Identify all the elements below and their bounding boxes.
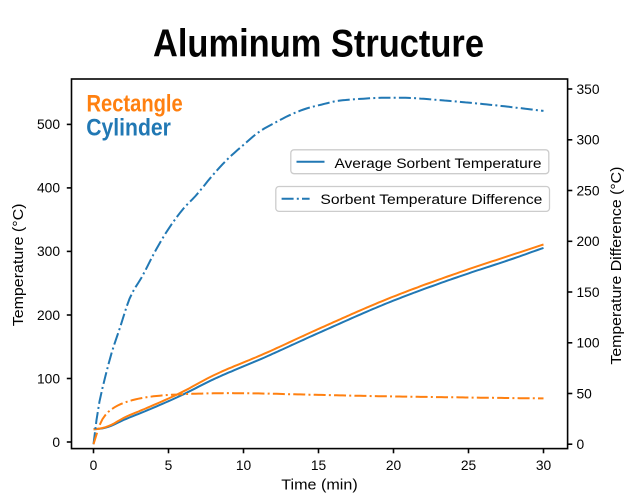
svg-text:300: 300 <box>577 133 600 148</box>
svg-text:Rectangle: Rectangle <box>87 90 183 117</box>
svg-text:15: 15 <box>311 458 327 473</box>
svg-text:0: 0 <box>577 437 585 452</box>
svg-text:0: 0 <box>90 458 98 473</box>
svg-text:500: 500 <box>37 117 60 132</box>
svg-text:50: 50 <box>577 386 593 401</box>
svg-text:0: 0 <box>52 435 60 450</box>
svg-text:5: 5 <box>165 458 173 473</box>
svg-text:200: 200 <box>577 234 600 249</box>
svg-text:250: 250 <box>577 183 600 198</box>
svg-text:Aluminum Structure: Aluminum Structure <box>153 23 484 66</box>
svg-text:30: 30 <box>536 458 552 473</box>
svg-text:100: 100 <box>577 336 600 351</box>
svg-text:10: 10 <box>236 458 252 473</box>
svg-text:Time (min): Time (min) <box>281 477 357 493</box>
svg-text:Average Sorbent Temperature: Average Sorbent Temperature <box>335 156 542 172</box>
svg-text:400: 400 <box>37 181 60 196</box>
svg-text:200: 200 <box>37 308 60 323</box>
svg-text:Cylinder: Cylinder <box>86 115 171 142</box>
svg-text:25: 25 <box>461 458 477 473</box>
svg-text:350: 350 <box>577 82 600 97</box>
svg-text:Temperature Difference (°C): Temperature Difference (°C) <box>609 167 625 365</box>
svg-text:Temperature (°C): Temperature (°C) <box>11 204 27 327</box>
svg-text:Sorbent Temperature Difference: Sorbent Temperature Difference <box>320 192 542 208</box>
svg-text:300: 300 <box>37 244 60 259</box>
svg-text:20: 20 <box>386 458 402 473</box>
svg-text:100: 100 <box>37 371 60 386</box>
svg-text:150: 150 <box>577 285 600 300</box>
